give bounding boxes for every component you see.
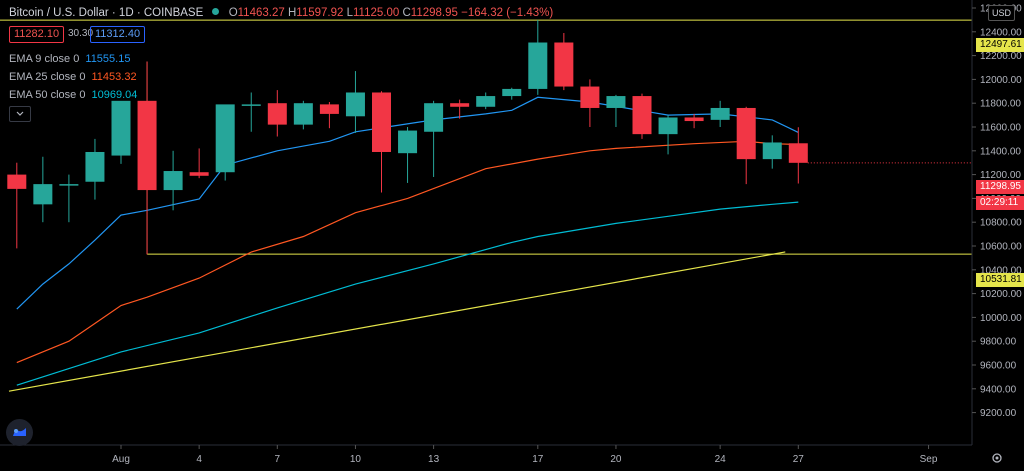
indicator-ema50[interactable]: EMA 50 close 0 10969.04: [9, 89, 137, 101]
currency-badge[interactable]: USD: [988, 5, 1015, 21]
ema25-label: EMA 25 close 0: [9, 71, 86, 83]
candle-body-down: [684, 117, 704, 122]
x-tick-label: 13: [428, 454, 440, 465]
indicator-ema25[interactable]: EMA 25 close 0 11453.32: [9, 71, 137, 83]
candle-body-up: [345, 92, 365, 117]
upper-line-price-tag: 12497.61: [976, 38, 1024, 52]
y-tick-label: 10000.00: [980, 313, 1022, 324]
trend-line: [8, 251, 786, 392]
candle-body-up: [528, 42, 548, 89]
x-tick-label: 17: [532, 454, 544, 465]
ema9-value: 11555.15: [85, 53, 131, 65]
candle-body-up: [398, 130, 418, 154]
ema25-line: [16, 140, 799, 364]
high-value: 11597.92: [296, 7, 344, 19]
spread-value: 30.30: [68, 28, 94, 39]
x-tick-label: 24: [715, 454, 727, 465]
y-tick-label: 10800.00: [980, 218, 1022, 229]
symbol-title: Bitcoin / U.S. Dollar · 1D · COINBASE: [9, 7, 204, 19]
y-tick-label: 9400.00: [980, 384, 1017, 395]
candle-body-down: [788, 143, 808, 163]
indicator-ema9[interactable]: EMA 9 close 0 11555.15: [9, 53, 130, 65]
x-tick-label: Aug: [112, 454, 130, 465]
ema50-label: EMA 50 close 0: [9, 89, 86, 101]
candle-body-down: [189, 172, 209, 176]
x-tick-label: 4: [196, 454, 202, 465]
candle-body-up: [502, 88, 522, 97]
candle-body-down: [267, 103, 287, 125]
candle-body-up: [762, 142, 782, 160]
close-value: 11298.95: [410, 7, 458, 19]
change-value: −164.32 (−1.43%): [461, 7, 554, 19]
candle-body-down: [632, 96, 652, 135]
candle-body-up: [59, 184, 79, 186]
candle-body-down: [450, 103, 470, 107]
candle-body-up: [163, 171, 183, 191]
x-tick-label: Sep: [920, 454, 938, 465]
y-tick-label: 11400.00: [980, 146, 1021, 157]
candle-body-up: [710, 107, 730, 120]
candle-body-up: [424, 103, 444, 132]
candle-body-down: [736, 107, 756, 160]
y-tick-label: 12200.00: [980, 51, 1022, 62]
ema50-line: [16, 201, 799, 386]
y-tick-label: 10400.00: [980, 265, 1022, 276]
legend-header: Bitcoin / U.S. Dollar · 1D · COINBASE O1…: [9, 7, 553, 19]
horizontal-lines: [0, 19, 972, 392]
candle-body-down: [554, 42, 574, 87]
close-label: C: [402, 7, 411, 19]
candle-body-down: [319, 104, 339, 114]
candle-body-up: [476, 96, 496, 107]
ema25-value: 11453.32: [91, 71, 137, 83]
y-tick-label: 9600.00: [980, 361, 1017, 372]
candle-body-up: [215, 104, 235, 173]
candles: [7, 19, 808, 255]
y-tick-label: 10600.00: [980, 242, 1022, 253]
settings-gear-icon[interactable]: [990, 451, 1004, 465]
high-label: H: [287, 7, 297, 19]
x-tick-label: 10: [350, 454, 362, 465]
buy-price-box[interactable]: 11312.40: [90, 26, 146, 43]
candle-body-down: [372, 92, 391, 152]
y-tick-label: 10200.00: [980, 289, 1022, 300]
y-tick-label: 11800.00: [980, 99, 1021, 110]
sell-price-box[interactable]: 11282.10: [9, 26, 65, 43]
ema9-label: EMA 9 close 0: [9, 53, 80, 65]
time-axis: Aug 4 7 10 13 17 20 24 27 Sep: [0, 444, 972, 465]
candle-body-up: [85, 151, 105, 182]
low-label: L: [346, 7, 354, 19]
candle-body-down: [580, 86, 600, 108]
chevron-down-icon: [16, 111, 24, 116]
candle-body-up: [606, 96, 626, 108]
price-axis: 12600.0012400.0012200.0012000.0011800.00…: [971, 0, 1022, 445]
candle-body-up: [111, 100, 131, 156]
x-tick-label: 27: [793, 454, 805, 465]
collapse-legend-button[interactable]: [9, 106, 31, 122]
y-tick-label: 11200.00: [980, 170, 1021, 181]
candle-body-up: [33, 184, 53, 205]
eye-dot-icon[interactable]: [212, 8, 220, 15]
open-label: O: [228, 7, 238, 19]
y-tick-label: 9800.00: [980, 337, 1017, 348]
candle-body-down: [137, 100, 157, 191]
open-value: 11463.27: [237, 7, 285, 19]
y-tick-label: 9200.00: [980, 408, 1017, 419]
x-tick-label: 20: [610, 454, 622, 465]
y-tick-label: 12000.00: [980, 75, 1022, 86]
x-tick-label: 7: [275, 454, 281, 465]
ema50-value: 10969.04: [91, 89, 138, 101]
candle-body-up: [658, 117, 678, 135]
y-tick-label: 11600.00: [980, 123, 1021, 134]
tradingview-logo-icon[interactable]: [6, 419, 33, 446]
countdown-tag: 02:29:11: [976, 196, 1024, 210]
candle-body-up: [293, 103, 313, 125]
lower-line-price-tag: 10531.81: [976, 273, 1024, 287]
candle-body-down: [7, 174, 27, 189]
candle-body-up: [241, 104, 261, 106]
low-value: 11125.00: [353, 7, 400, 19]
y-tick-label: 12400.00: [980, 27, 1022, 38]
last-price-tag: 11298.95: [976, 180, 1024, 194]
